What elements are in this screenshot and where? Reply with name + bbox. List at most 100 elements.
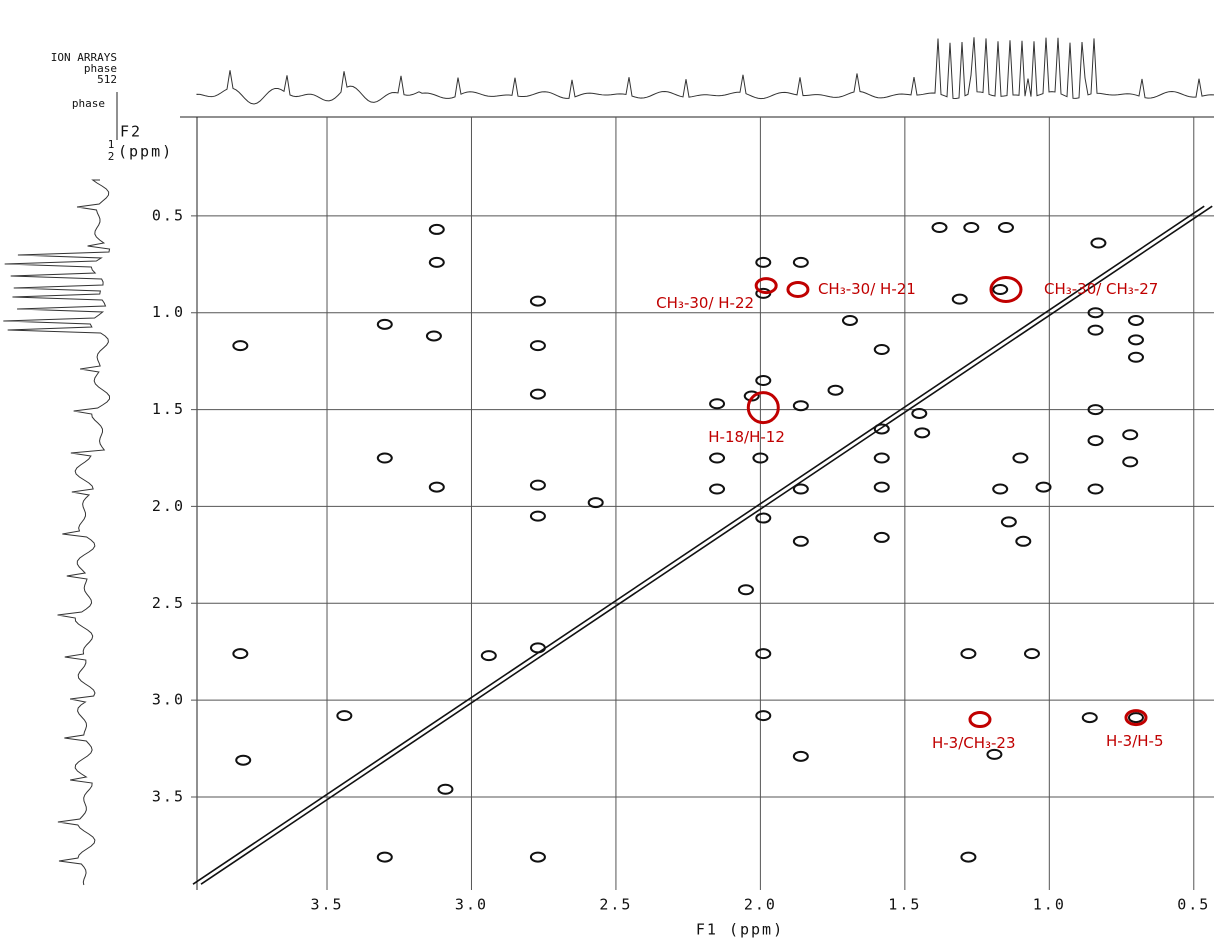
cross-peak (336, 710, 353, 722)
cross-peak (1087, 307, 1104, 319)
cross-peak (1122, 429, 1139, 441)
cross-peak (235, 754, 252, 766)
cross-peak (529, 388, 546, 400)
cross-peak (960, 648, 977, 660)
cross-peak (914, 427, 931, 439)
diagonal (192, 205, 1205, 885)
cross-peak (873, 344, 890, 356)
x-tick-label: 0.5 (1177, 896, 1210, 914)
x-tick-label: 1.0 (1033, 896, 1066, 914)
cross-peak (873, 531, 890, 543)
cross-peak (963, 221, 980, 233)
cross-peak (755, 648, 772, 660)
cross-peak (1087, 404, 1104, 416)
cross-peak (1035, 481, 1052, 493)
x-tick-label: 1.5 (888, 896, 921, 914)
cross-peak (992, 483, 1009, 495)
cross-peak (792, 483, 809, 495)
cross-peak (1127, 334, 1144, 346)
annotation-circle (786, 280, 810, 298)
cross-peak (755, 512, 772, 524)
projection-trace (3, 179, 111, 886)
projection-trace (196, 37, 1214, 105)
cross-peak (232, 340, 249, 352)
cross-peak (1087, 324, 1104, 336)
cross-peak (792, 400, 809, 412)
annotation-circle (968, 711, 992, 729)
cross-peak (911, 407, 928, 419)
cross-peak (1012, 452, 1029, 464)
cross-peak (951, 293, 968, 305)
cross-peak (709, 452, 726, 464)
corner-text: phase (84, 62, 117, 75)
cross-peak (792, 750, 809, 762)
y-axis-label: F2 (120, 123, 142, 141)
x-tick-label: 3.5 (310, 896, 343, 914)
cross-peak (480, 650, 497, 662)
annotation-label: CH₃-30/ CH₃-27 (1044, 280, 1158, 298)
cross-peak (1127, 314, 1144, 326)
corner-text: phase (72, 97, 105, 110)
cross-peak (1127, 351, 1144, 363)
cross-peak (792, 535, 809, 547)
cross-peak (992, 283, 1009, 295)
y-tick-label: 1.5 (152, 400, 185, 418)
diagonal (200, 205, 1213, 885)
cross-peak (1090, 237, 1107, 249)
y-axis-label: (ppm) (118, 143, 173, 161)
cross-peak (437, 783, 454, 795)
cross-peak (529, 340, 546, 352)
annotation-label: H-18/H-12 (708, 428, 785, 446)
cross-peak (529, 479, 546, 491)
cross-peak (1000, 516, 1017, 528)
cross-peak (1081, 712, 1098, 724)
cross-peak (986, 748, 1003, 760)
cross-peak (1127, 712, 1144, 724)
cross-peak (428, 256, 445, 268)
cross-peak (755, 710, 772, 722)
cross-peak (1087, 483, 1104, 495)
cross-peak (873, 452, 890, 464)
annotation-circle (989, 275, 1023, 303)
corner-text: ION ARRAYS (51, 51, 117, 64)
annotation-circle (1124, 709, 1148, 727)
cross-peak (529, 642, 546, 654)
cross-peak (1087, 435, 1104, 447)
cross-peak (752, 452, 769, 464)
y-tick-label: 2.0 (152, 497, 185, 515)
cross-peak (587, 497, 604, 509)
cross-peak (232, 648, 249, 660)
annotation-circle (754, 277, 778, 295)
cross-peak (376, 318, 393, 330)
cross-peak (873, 423, 890, 435)
cross-peak (529, 510, 546, 522)
cross-peak (960, 851, 977, 863)
cross-peak (873, 481, 890, 493)
y-tick-label: 2.5 (152, 594, 185, 612)
cross-peak (1122, 456, 1139, 468)
annotation-label: CH₃-30/ H-22 (656, 294, 754, 312)
x-tick-label: 2.0 (744, 896, 777, 914)
y-tick-label: 1.0 (152, 303, 185, 321)
annotation-label: H-3/CH₃-23 (932, 734, 1016, 752)
cross-peak (755, 256, 772, 268)
cross-peak (1015, 535, 1032, 547)
cross-peak (376, 851, 393, 863)
y-tick-label: 3.5 (152, 788, 185, 806)
cross-peak (997, 221, 1014, 233)
cross-peak (792, 256, 809, 268)
cross-peak (1023, 648, 1040, 660)
cross-peak (709, 398, 726, 410)
annotation-label: H-3/H-5 (1106, 732, 1164, 750)
cross-peak (529, 851, 546, 863)
cross-peak (931, 221, 948, 233)
phase-digit: 1 (108, 138, 115, 151)
cross-peak (529, 295, 546, 307)
cross-peak (755, 375, 772, 387)
y-tick-label: 0.5 (152, 206, 185, 224)
cross-peak (428, 481, 445, 493)
annotation-circle (746, 391, 780, 425)
corner-text: 512 (97, 73, 117, 86)
cross-peak (376, 452, 393, 464)
